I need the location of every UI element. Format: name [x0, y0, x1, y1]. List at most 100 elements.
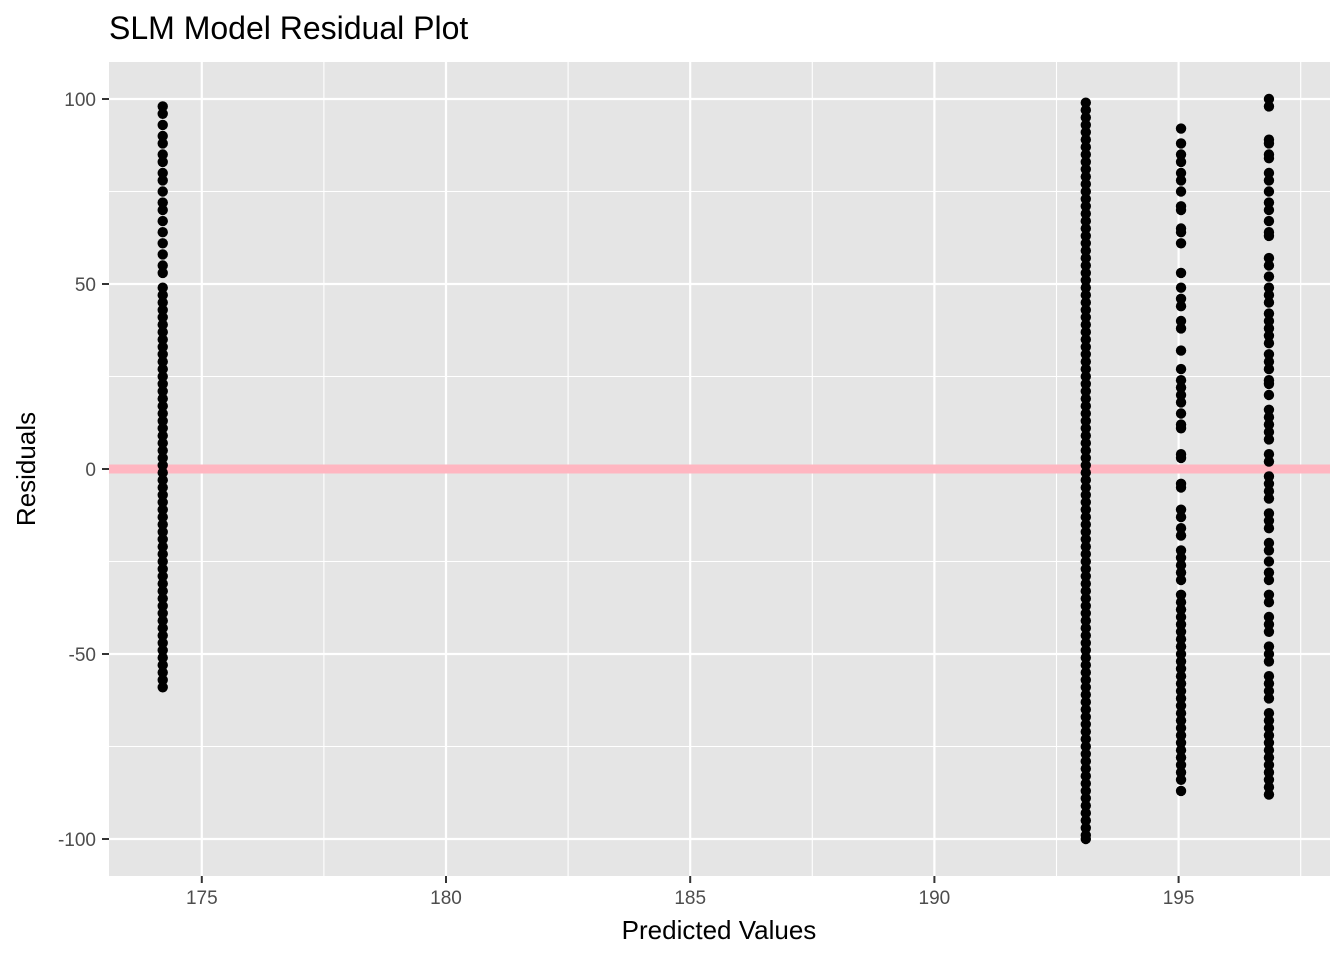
- data-point: [1175, 567, 1187, 578]
- data-point: [1263, 308, 1275, 319]
- data-point: [1080, 541, 1092, 552]
- data-point: [157, 652, 168, 663]
- data-point: [157, 548, 168, 560]
- data-point: [1175, 238, 1187, 249]
- data-point: [157, 622, 168, 634]
- data-point: [157, 585, 168, 597]
- data-point: [157, 319, 168, 330]
- data-point: [1263, 730, 1275, 741]
- data-point: [157, 600, 168, 612]
- data-point: [157, 630, 168, 641]
- data-point: [1263, 556, 1275, 567]
- data-point: [1080, 793, 1092, 804]
- data-point: [1080, 430, 1092, 441]
- data-point: [157, 341, 168, 353]
- data-point: [1263, 449, 1275, 460]
- data-point: [157, 215, 168, 227]
- data-point: [1080, 474, 1092, 486]
- data-point: [1263, 685, 1275, 697]
- data-point: [1263, 752, 1275, 763]
- data-point: [1263, 378, 1275, 390]
- data-point: [157, 378, 168, 390]
- data-point: [1080, 489, 1092, 501]
- data-point: [1080, 393, 1092, 404]
- data-point: [1080, 134, 1092, 145]
- data-point: [1080, 578, 1092, 589]
- y-axis: -100 -50 0 50 100: [58, 90, 109, 851]
- data-point: [1263, 434, 1275, 445]
- data-point: [1080, 164, 1092, 175]
- data-point: [1175, 767, 1187, 778]
- data-point: [157, 119, 168, 131]
- data-point: [1080, 622, 1092, 634]
- data-point: [157, 175, 168, 186]
- data-point: [1175, 663, 1187, 674]
- data-point: [157, 393, 168, 404]
- data-point: [1263, 167, 1275, 179]
- data-point: [1080, 652, 1092, 663]
- data-point: [1080, 637, 1092, 649]
- data-point: [1175, 382, 1187, 393]
- data-point: [1175, 685, 1187, 697]
- data-point: [1080, 275, 1092, 286]
- data-point: [1175, 759, 1187, 771]
- data-point: [1080, 386, 1092, 397]
- data-point: [157, 356, 168, 367]
- data-point: [157, 138, 168, 149]
- data-point: [1175, 722, 1187, 734]
- data-point: [157, 297, 168, 308]
- data-point: [1175, 293, 1187, 304]
- data-point: [157, 386, 168, 397]
- data-point: [1263, 678, 1275, 689]
- data-point: [1263, 782, 1275, 793]
- data-point: [1080, 415, 1092, 427]
- data-point: [1080, 423, 1092, 434]
- data-point: [1175, 656, 1187, 667]
- data-point: [1263, 759, 1275, 771]
- data-point: [1080, 408, 1092, 419]
- data-point: [1080, 445, 1092, 456]
- data-point: [157, 204, 168, 216]
- data-point: [1263, 789, 1275, 800]
- data-point: [1080, 341, 1092, 353]
- data-point: [1175, 641, 1187, 652]
- data-point: [1080, 763, 1092, 774]
- data-point: [1175, 408, 1187, 419]
- data-point: [1080, 593, 1092, 604]
- x-tick-label: 175: [186, 888, 218, 909]
- data-point: [157, 130, 168, 142]
- data-point: [1080, 319, 1092, 330]
- y-tick-label: 100: [64, 90, 96, 111]
- data-point: [1175, 282, 1187, 293]
- data-point: [1080, 171, 1092, 182]
- data-point: [157, 282, 168, 293]
- data-point: [157, 578, 168, 589]
- data-point: [157, 682, 168, 693]
- data-point: [1263, 545, 1275, 556]
- data-point: [157, 289, 168, 301]
- data-point: [157, 260, 168, 271]
- data-point: [1175, 708, 1187, 719]
- data-point: [1263, 338, 1275, 349]
- data-point: [157, 415, 168, 427]
- data-point: [1080, 460, 1092, 471]
- data-point: [1263, 486, 1275, 497]
- data-point: [1080, 711, 1092, 723]
- data-point: [1080, 112, 1092, 123]
- y-tick-label: 50: [75, 275, 96, 296]
- data-point: [1080, 201, 1092, 212]
- data-point: [1080, 534, 1092, 545]
- data-point: [157, 534, 168, 545]
- data-point: [1263, 515, 1275, 526]
- data-point: [1263, 315, 1275, 327]
- data-point: [1175, 745, 1187, 756]
- data-point: [157, 400, 168, 412]
- point-column-0: [157, 101, 168, 693]
- data-point: [1080, 223, 1092, 234]
- data-point: [1175, 397, 1187, 408]
- data-point: [1263, 493, 1275, 504]
- data-point: [1263, 693, 1275, 704]
- data-point: [1080, 289, 1092, 301]
- data-point: [1175, 785, 1187, 797]
- data-point: [1175, 560, 1187, 571]
